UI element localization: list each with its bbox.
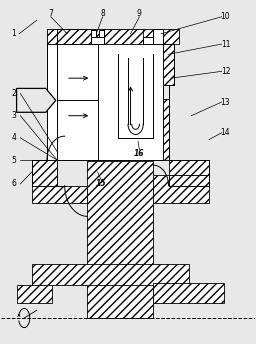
Bar [153,283,224,303]
Bar [47,29,57,44]
Bar [163,99,168,160]
Text: 15: 15 [96,180,107,189]
FancyArrow shape [17,88,56,112]
Bar [47,29,179,44]
Bar [47,44,57,160]
Bar [57,44,98,160]
Bar [153,29,163,44]
Bar [32,160,57,186]
Text: 9: 9 [137,9,142,18]
Bar [91,30,96,37]
Text: 7: 7 [48,9,53,18]
Bar [99,30,104,37]
Text: 1: 1 [12,29,16,38]
Bar [88,161,153,318]
Bar [168,160,209,175]
Text: 12: 12 [221,67,230,76]
Bar [32,186,88,203]
Text: 3: 3 [12,111,16,120]
Text: 14: 14 [221,128,230,137]
Bar [91,37,104,44]
Text: 13: 13 [221,98,230,107]
Text: 8: 8 [100,9,105,18]
Bar [57,29,91,44]
Bar [98,44,163,160]
Bar [153,175,209,203]
Text: 2: 2 [12,89,16,98]
Bar [163,44,174,85]
Bar [57,29,91,44]
Text: 11: 11 [221,40,230,49]
Text: 5: 5 [12,155,16,164]
Bar [32,264,189,284]
Bar [143,37,153,44]
Text: 16: 16 [134,149,145,158]
Bar [104,29,143,44]
Bar [17,284,52,303]
Text: 6: 6 [12,180,16,189]
Text: 10: 10 [221,12,230,21]
Text: 4: 4 [12,133,16,142]
Bar [32,160,57,186]
